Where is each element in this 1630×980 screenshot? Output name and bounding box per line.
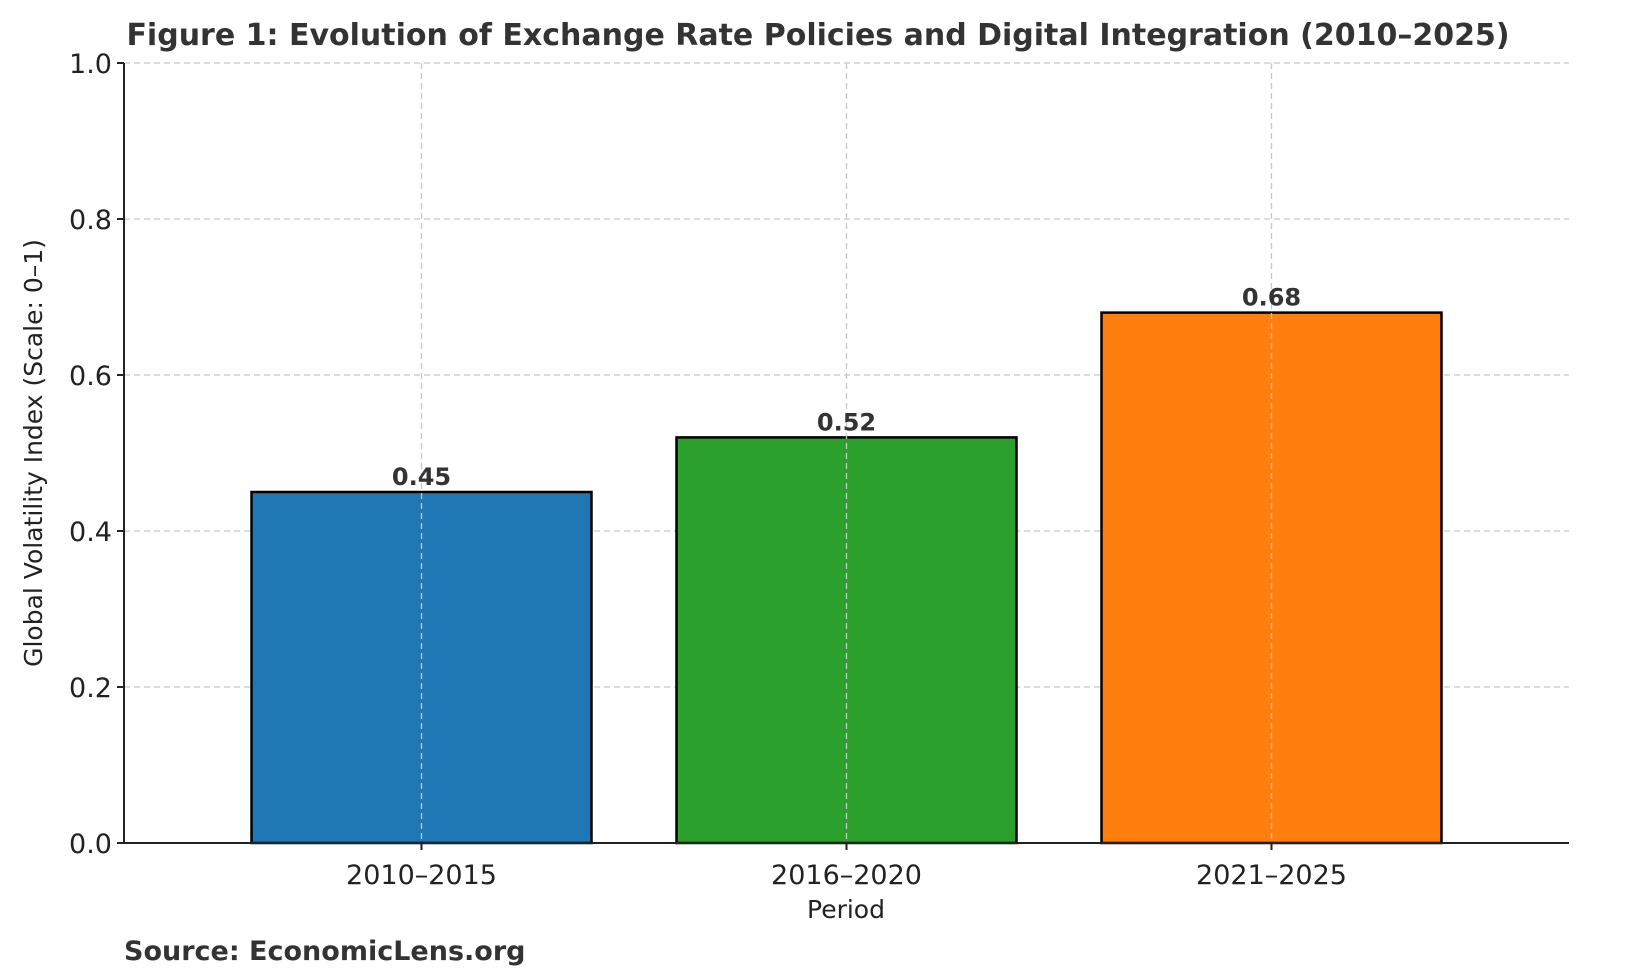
x-ticks: 2010–2015 2016–2020 2021–2025 — [346, 843, 1347, 891]
y-tick-label: 0.8 — [69, 205, 112, 236]
y-ticks: 0.0 0.2 0.4 0.6 0.8 1.0 — [69, 49, 124, 860]
vertical-grid — [420, 63, 1273, 843]
x-tick-label: 2010–2015 — [346, 860, 497, 891]
y-tick-label: 0.4 — [69, 517, 112, 548]
x-tick-label: 2021–2025 — [1196, 860, 1347, 891]
data-label: 0.45 — [392, 463, 451, 491]
y-tick-label: 1.0 — [69, 49, 112, 80]
y-tick-label: 0.6 — [69, 361, 112, 392]
data-label: 0.52 — [817, 408, 876, 436]
chart-title: Figure 1: Evolution of Exchange Rate Pol… — [126, 18, 1509, 53]
x-tick-label: 2016–2020 — [771, 860, 922, 891]
y-axis-label: Global Volatility Index (Scale: 0–1) — [19, 239, 48, 667]
x-axis-label: Period — [807, 895, 885, 924]
y-tick-label: 0.0 — [69, 829, 112, 860]
data-label: 0.68 — [1242, 284, 1301, 312]
source-note: Source: EconomicLens.org — [124, 936, 525, 967]
y-tick-label: 0.2 — [69, 673, 112, 704]
data-labels: 0.45 0.52 0.68 — [392, 284, 1301, 491]
